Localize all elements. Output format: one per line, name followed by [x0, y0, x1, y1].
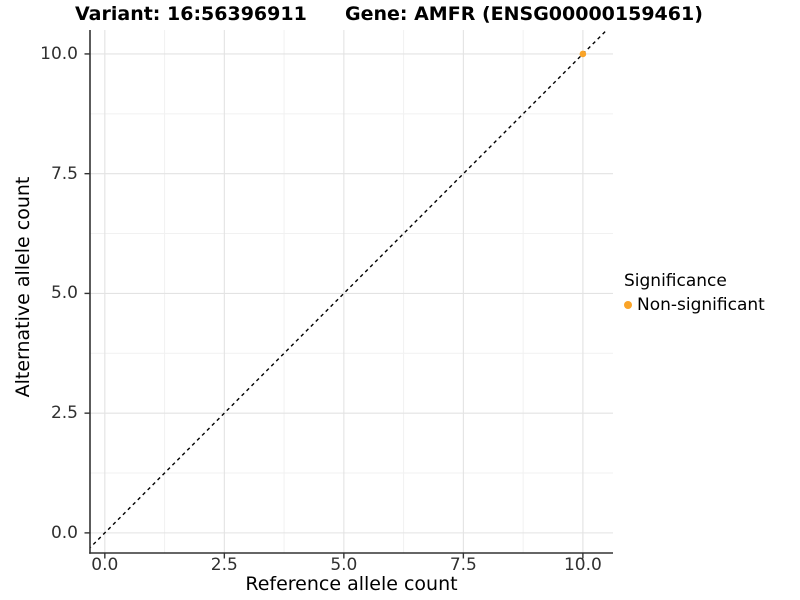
x-tick-label: 10.0 [563, 555, 602, 575]
y-tick-label: 10.0 [40, 43, 78, 64]
identity-dashed-line [90, 30, 608, 549]
plot-title-variant: Variant: 16:56396911 [75, 3, 307, 25]
y-tick-label: 5.0 [50, 283, 78, 304]
y-tick-label: 7.5 [50, 163, 78, 184]
data-point [579, 50, 587, 58]
legend-item: Non-significant [624, 295, 765, 315]
y-tick-label: 0.0 [50, 522, 78, 543]
plot-title-gene: Gene: AMFR (ENSG00000159461) [345, 3, 703, 25]
legend-point-icon [624, 301, 632, 309]
legend-title: Significance [624, 271, 727, 291]
x-tick-label: 7.5 [449, 555, 477, 575]
y-tick-label: 2.5 [50, 403, 78, 424]
legend: Significance Non-significant [624, 271, 765, 315]
x-tick-label: 0.0 [91, 555, 119, 575]
x-axis-title: Reference allele count [245, 573, 458, 595]
legend-item-label: Non-significant [637, 295, 765, 315]
x-tick-label: 5.0 [330, 555, 358, 575]
x-tick-label: 2.5 [210, 555, 238, 575]
